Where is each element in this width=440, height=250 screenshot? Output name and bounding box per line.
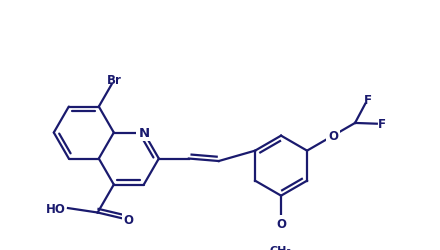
Text: HO: HO	[46, 202, 66, 215]
Text: CH₃: CH₃	[270, 245, 292, 250]
Text: N: N	[138, 126, 150, 140]
Text: O: O	[276, 217, 286, 230]
Text: F: F	[378, 118, 386, 130]
Text: O: O	[328, 130, 338, 142]
Text: Br: Br	[107, 74, 122, 87]
Text: O: O	[123, 214, 133, 226]
Text: F: F	[364, 94, 372, 106]
